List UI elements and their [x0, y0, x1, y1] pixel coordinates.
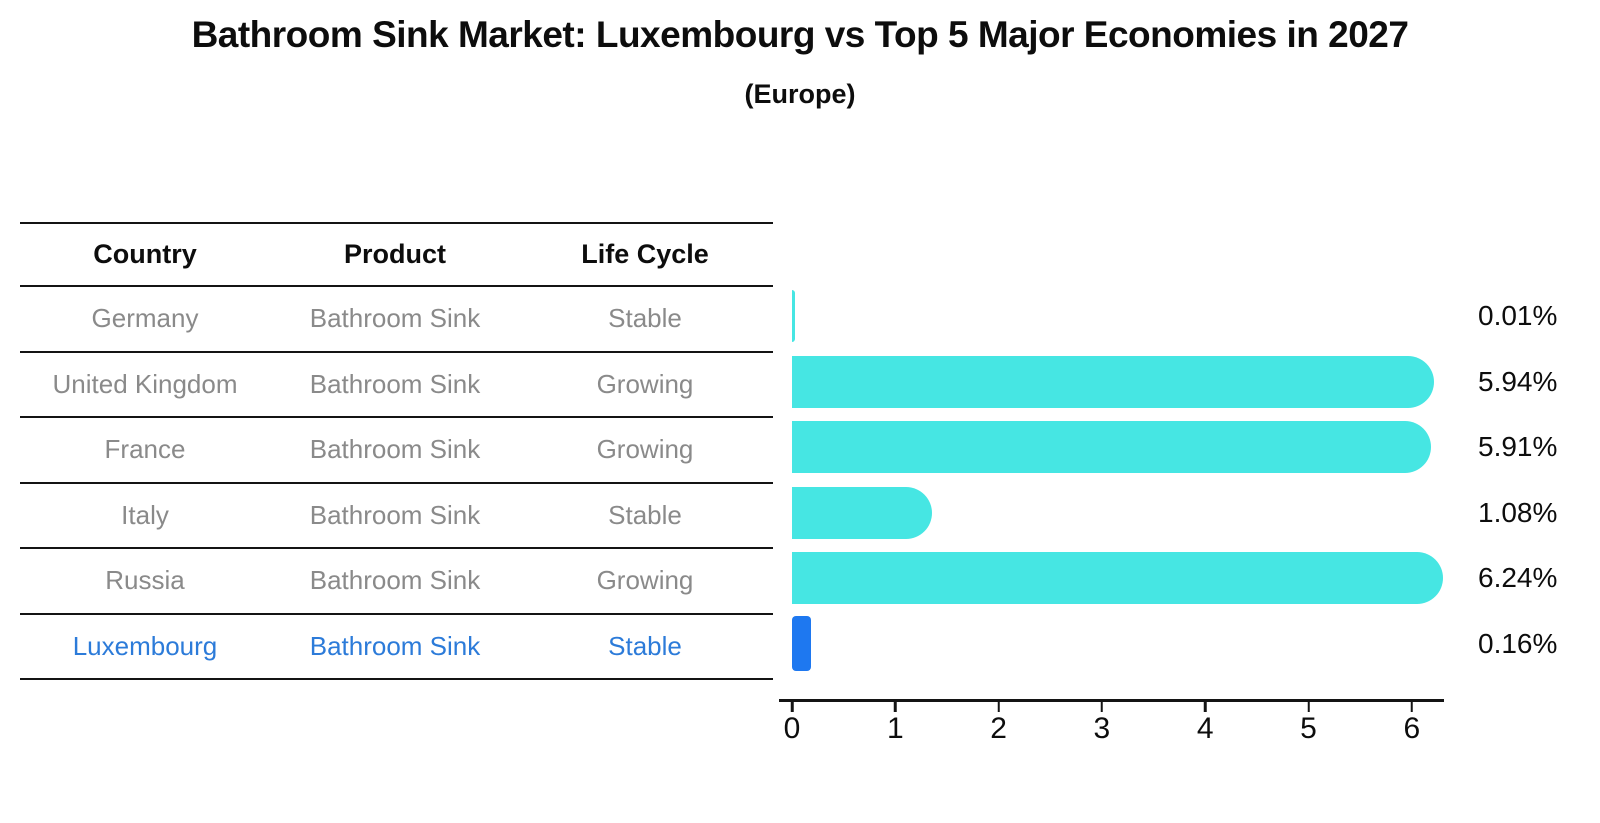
country-table: Country Product Life Cycle Germany Bathr…: [20, 222, 773, 680]
column-header-life-cycle: Life Cycle: [581, 239, 709, 269]
table-row: Italy Bathroom Sink Stable: [20, 481, 773, 548]
x-axis-tick-label: 4: [1196, 712, 1214, 745]
bar-france: [792, 421, 1431, 474]
life-cycle-cell: Stable: [608, 303, 682, 334]
x-axis-tick: [1410, 702, 1414, 712]
x-axis-tick-label: 0: [783, 712, 801, 745]
x-axis: [779, 699, 1444, 702]
bar-value-label: 5.91%: [1478, 431, 1558, 463]
table-row: United Kingdom Bathroom Sink Growing: [20, 350, 773, 417]
x-axis-tick: [1100, 702, 1104, 712]
table-row: France Bathroom Sink Growing: [20, 416, 773, 482]
chart-title: Bathroom Sink Market: Luxembourg vs Top …: [191, 14, 1409, 55]
product-cell: Bathroom Sink: [309, 303, 481, 334]
x-axis-tick: [894, 702, 897, 712]
bar-row: [792, 611, 1443, 677]
country-cell: United Kingdom: [52, 368, 238, 399]
bar-value-label: 1.08%: [1478, 496, 1558, 528]
x-axis-tick: [790, 702, 794, 712]
bar-row: [792, 480, 1443, 546]
life-cycle-cell: Stable: [608, 630, 682, 661]
column-header-country: Country: [93, 239, 197, 269]
product-cell: Bathroom Sink: [309, 630, 481, 661]
bar-row: [792, 415, 1443, 481]
bar-row: [792, 349, 1443, 415]
x-axis-tick: [997, 702, 1000, 712]
country-cell: France: [104, 434, 186, 465]
table-row-luxembourg: Luxembourg Bathroom Sink Stable: [20, 612, 773, 679]
table-row: Germany Bathroom Sink Stable: [20, 285, 773, 351]
bar-luxembourg: [792, 616, 811, 672]
bar-italy: [792, 486, 932, 539]
life-cycle-cell: Growing: [596, 434, 694, 465]
life-cycle-cell: Stable: [608, 499, 682, 530]
bar-germany: [792, 290, 796, 343]
bar-value-label: 5.94%: [1478, 365, 1558, 397]
bar-russia: [792, 552, 1443, 605]
column-header-product: Product: [343, 239, 446, 269]
x-axis-tick: [1203, 702, 1207, 712]
life-cycle-cell: Growing: [596, 368, 694, 399]
table-row: Russia Bathroom Sink Growing: [20, 547, 773, 613]
x-axis-tick-label: 5: [1300, 712, 1317, 745]
bar-united-kingdom: [792, 355, 1434, 408]
product-cell: Bathroom Sink: [309, 368, 481, 399]
bar-row: [792, 284, 1443, 350]
x-axis-tick-label: 2: [990, 712, 1007, 745]
x-axis-tick: [1307, 702, 1310, 712]
life-cycle-cell: Growing: [596, 565, 694, 596]
country-cell: Germany: [91, 303, 199, 334]
bar-value-label: 6.24%: [1478, 562, 1558, 594]
country-cell: Luxembourg: [72, 630, 218, 661]
table-header-row: Country Product Life Cycle: [20, 224, 773, 285]
product-cell: Bathroom Sink: [309, 565, 481, 596]
bar-value-label: 0.16%: [1478, 627, 1558, 659]
country-cell: Russia: [105, 565, 185, 596]
product-cell: Bathroom Sink: [309, 434, 481, 465]
x-axis-tick-label: 6: [1403, 712, 1421, 745]
x-axis-tick-label: 1: [886, 712, 904, 745]
x-axis-tick-label: 3: [1093, 712, 1111, 745]
chart-subtitle: (Europe): [744, 79, 856, 109]
country-cell: Italy: [121, 499, 169, 530]
product-cell: Bathroom Sink: [309, 499, 481, 530]
bar-row: [792, 546, 1443, 612]
bar-value-label: 0.01%: [1478, 300, 1558, 332]
